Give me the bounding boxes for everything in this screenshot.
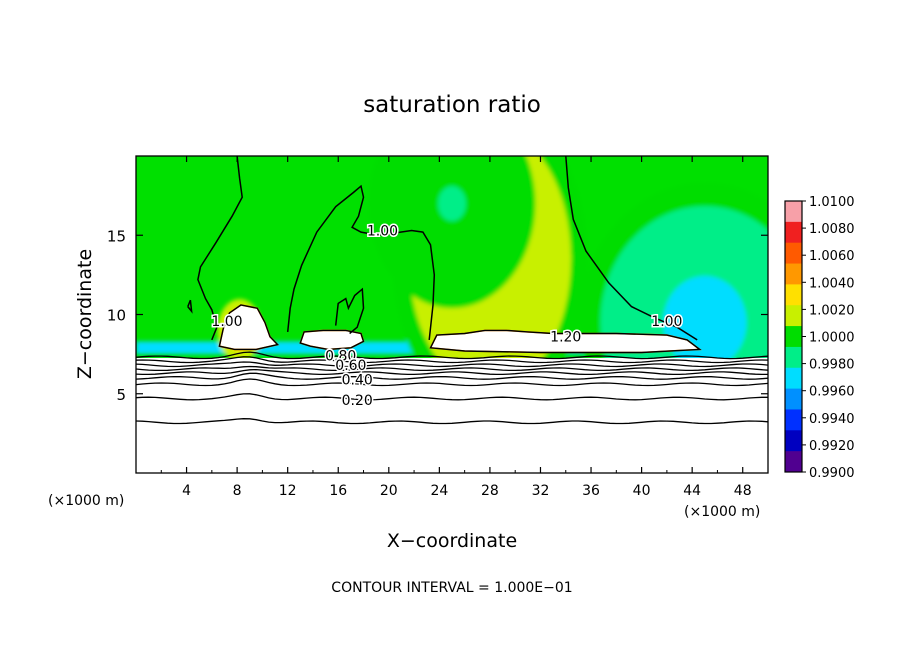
x-axis-ticks: 4 8 12 16 20 24 28 32 36 40 44 48 [160, 156, 752, 499]
x-unit-right: (×1000 m) [684, 504, 760, 520]
colorbar-swatch [785, 346, 802, 369]
colorbar-label: 0.9960 [809, 385, 855, 400]
subsaturated-contour [136, 365, 768, 372]
contour-lines [136, 156, 768, 425]
contour-interval-note: CONTOUR INTERVAL = 1.000E−01 [331, 580, 572, 596]
subsaturated-contour [136, 372, 768, 380]
field-anomaly-4 [368, 156, 536, 309]
colorbar-swatch [785, 221, 802, 244]
saturation-contour-1-00 [565, 156, 698, 341]
x-tick-label: 48 [734, 483, 752, 499]
contour-labels: 1.00 1.00 1.00 1.20 0.800.600.40 0.20 [210, 222, 684, 411]
colorbar-label: 0.9980 [809, 358, 855, 373]
x-tick-label: 16 [329, 483, 347, 499]
x-tick-label: 40 [633, 483, 651, 499]
x-tick-label: 24 [430, 483, 448, 499]
x-tick-label: 8 [233, 483, 242, 499]
contour-label: 0.20 [342, 393, 373, 409]
cloud-region-outline-1 [429, 329, 702, 354]
x-tick-label: 32 [532, 483, 550, 499]
subsaturated-contour [136, 378, 768, 387]
x-tick-label: 44 [683, 483, 701, 499]
x-tick-label: 28 [481, 483, 499, 499]
colorbar-label: 0.9900 [809, 466, 855, 481]
colorbar-label: 0.9920 [809, 439, 855, 454]
colorbar-label: 1.0100 [809, 195, 855, 210]
anomaly-ring [438, 186, 466, 221]
subsaturated-contour [136, 368, 768, 376]
colorbar-label: 1.0040 [809, 276, 855, 291]
contour-label: 0.80 [325, 349, 356, 365]
subsaturated-contour [136, 356, 768, 364]
colorbar-label: 1.0020 [809, 303, 855, 318]
contour-label: 1.00 [651, 314, 682, 330]
saturation-contour-1-00 [197, 156, 243, 341]
y-axis-ticks: 5 10 15 [107, 227, 768, 404]
contour-label: 1.00 [211, 314, 242, 330]
y-axis-label: Z−coordinate [74, 249, 96, 379]
colorbar-swatch [785, 451, 802, 473]
contour-label: 0.60 [335, 358, 366, 374]
colorbar-swatch [785, 242, 802, 265]
x-unit-left: (×1000 m) [48, 493, 124, 509]
x-tick-label: 36 [582, 483, 600, 499]
saturation-contour-1-00 [334, 287, 365, 335]
colorbar-label: 1.0000 [809, 331, 855, 346]
x-axis-label: X−coordinate [387, 530, 517, 552]
contour-label: 1.00 [367, 223, 398, 239]
cloud-region-outline-0 [299, 329, 365, 351]
y-tick-label: 5 [116, 386, 126, 404]
x-tick-label: 12 [279, 483, 297, 499]
y-tick-label: 10 [107, 307, 126, 325]
x-tick-label: 4 [182, 483, 191, 499]
colorbar-swatch [785, 284, 802, 306]
plot-field: 1.00 1.00 1.00 1.20 0.800.600.40 0.20 [136, 156, 768, 473]
contour-label: 0.40 [342, 372, 373, 388]
colorbar-swatch [785, 263, 802, 285]
y-tick-label: 15 [107, 227, 126, 245]
colorbar-swatch [785, 367, 802, 390]
contour-label: 1.20 [550, 330, 581, 346]
colorbar-swatch [785, 326, 802, 348]
colorbar-swatch [785, 305, 802, 327]
colorbar-swatch [785, 409, 802, 431]
saturation-contour-1-00 [286, 184, 436, 340]
colorbar-swatch [785, 201, 802, 223]
subsaturated-contour [136, 361, 768, 368]
colorbar-label: 0.9940 [809, 412, 855, 427]
subsaturated-contour [136, 393, 768, 401]
subsaturated-contour [136, 351, 768, 360]
subsaturated-contour [136, 418, 768, 425]
cloud-region-outline-2 [218, 304, 279, 351]
chart-title: saturation ratio [363, 92, 541, 118]
x-tick-label: 20 [380, 483, 398, 499]
anomaly-ring [683, 299, 726, 346]
colorbar-swatch [785, 430, 802, 452]
colorbar-swatch [785, 388, 802, 410]
subsaturated-region [136, 358, 768, 473]
colorbar: 1.0100 1.0080 1.0060 1.0040 1.0020 1.0000 0.99… [784, 195, 855, 481]
cloud-regions [218, 304, 702, 354]
colorbar-label: 1.0060 [809, 249, 855, 264]
colorbar-label: 1.0080 [809, 222, 855, 237]
saturation-contour-1-00 [187, 299, 193, 314]
